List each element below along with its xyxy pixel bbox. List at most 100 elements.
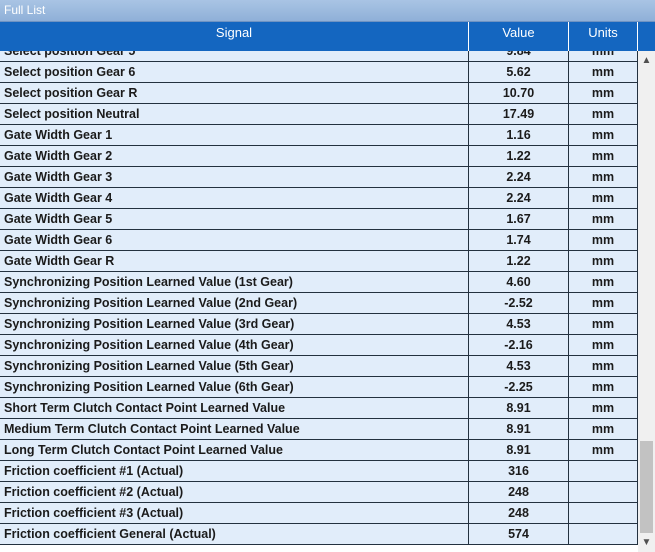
- value-cell: 1.67: [469, 209, 569, 229]
- units-cell: mm: [569, 251, 638, 271]
- units-cell: [569, 524, 638, 544]
- value-cell: 1.16: [469, 125, 569, 145]
- value-cell: 248: [469, 482, 569, 502]
- units-cell: mm: [569, 335, 638, 355]
- table-row[interactable]: Gate Width Gear 6 1.74 mm: [0, 230, 638, 251]
- table-header: Signal Value Units: [0, 22, 655, 51]
- value-cell: 10.70: [469, 83, 569, 103]
- chevron-up-icon[interactable]: ▲: [641, 55, 652, 66]
- signal-cell: Select position Neutral: [0, 104, 469, 124]
- scrollbar-thumb[interactable]: [640, 441, 653, 533]
- table-row[interactable]: Friction coefficient #2 (Actual) 248: [0, 482, 638, 503]
- value-cell: -2.25: [469, 377, 569, 397]
- value-cell: 2.24: [469, 188, 569, 208]
- units-cell: mm: [569, 377, 638, 397]
- table-row[interactable]: Select position Neutral 17.49 mm: [0, 104, 638, 125]
- table-row[interactable]: Gate Width Gear 5 1.67 mm: [0, 209, 638, 230]
- units-cell: mm: [569, 419, 638, 439]
- signal-cell: Select position Gear R: [0, 83, 469, 103]
- units-cell: mm: [569, 356, 638, 376]
- signal-cell: Synchronizing Position Learned Value (6t…: [0, 377, 469, 397]
- table-row[interactable]: Gate Width Gear R 1.22 mm: [0, 251, 638, 272]
- signal-cell: Friction coefficient #1 (Actual): [0, 461, 469, 481]
- table-row[interactable]: Synchronizing Position Learned Value (3r…: [0, 314, 638, 335]
- value-cell: 4.53: [469, 314, 569, 334]
- table-row[interactable]: Long Term Clutch Contact Point Learned V…: [0, 440, 638, 461]
- units-cell: [569, 482, 638, 502]
- table-row[interactable]: Select position Gear R 10.70 mm: [0, 83, 638, 104]
- table-row[interactable]: Short Term Clutch Contact Point Learned …: [0, 398, 638, 419]
- signal-cell: Synchronizing Position Learned Value (2n…: [0, 293, 469, 313]
- signal-cell: Synchronizing Position Learned Value (3r…: [0, 314, 469, 334]
- units-cell: mm: [569, 314, 638, 334]
- value-cell: -2.52: [469, 293, 569, 313]
- value-cell: 5.62: [469, 62, 569, 82]
- column-header-value[interactable]: Value: [469, 22, 569, 51]
- units-cell: mm: [569, 83, 638, 103]
- table-row[interactable]: Medium Term Clutch Contact Point Learned…: [0, 419, 638, 440]
- table-row[interactable]: Select position Gear 6 5.62 mm: [0, 62, 638, 83]
- signal-cell: Friction coefficient #3 (Actual): [0, 503, 469, 523]
- table-row[interactable]: Gate Width Gear 1 1.16 mm: [0, 125, 638, 146]
- value-cell: 574: [469, 524, 569, 544]
- units-cell: mm: [569, 146, 638, 166]
- value-cell: 8.91: [469, 419, 569, 439]
- table-row[interactable]: Synchronizing Position Learned Value (6t…: [0, 377, 638, 398]
- units-cell: mm: [569, 230, 638, 250]
- table-row[interactable]: Synchronizing Position Learned Value (2n…: [0, 293, 638, 314]
- value-cell: 8.91: [469, 440, 569, 460]
- units-cell: mm: [569, 104, 638, 124]
- signal-cell: Synchronizing Position Learned Value (4t…: [0, 335, 469, 355]
- units-cell: mm: [569, 188, 638, 208]
- signal-cell: Gate Width Gear 1: [0, 125, 469, 145]
- units-cell: [569, 461, 638, 481]
- units-cell: [569, 503, 638, 523]
- table-row[interactable]: Select position Gear 5 9.84 mm: [0, 51, 638, 62]
- signal-cell: Friction coefficient General (Actual): [0, 524, 469, 544]
- units-cell: mm: [569, 293, 638, 313]
- table-row[interactable]: Friction coefficient #1 (Actual) 316: [0, 461, 638, 482]
- units-cell: mm: [569, 62, 638, 82]
- units-cell: mm: [569, 209, 638, 229]
- chevron-down-icon[interactable]: ▼: [641, 537, 652, 548]
- value-cell: 8.91: [469, 398, 569, 418]
- signal-cell: Short Term Clutch Contact Point Learned …: [0, 398, 469, 418]
- signal-cell: Gate Width Gear 5: [0, 209, 469, 229]
- signal-table: Select position Gear 5 9.84 mm Select posit…: [0, 51, 638, 552]
- signal-cell: Long Term Clutch Contact Point Learned V…: [0, 440, 469, 460]
- value-cell: 1.74: [469, 230, 569, 250]
- signal-cell: Gate Width Gear 2: [0, 146, 469, 166]
- value-cell: 4.53: [469, 356, 569, 376]
- table-row[interactable]: Friction coefficient #3 (Actual) 248: [0, 503, 638, 524]
- value-cell: 248: [469, 503, 569, 523]
- signal-cell: Select position Gear 5: [0, 51, 469, 61]
- table-row[interactable]: Gate Width Gear 3 2.24 mm: [0, 167, 638, 188]
- signal-cell: Friction coefficient #2 (Actual): [0, 482, 469, 502]
- signal-cell: Gate Width Gear 3: [0, 167, 469, 187]
- table-row[interactable]: Friction coefficient General (Actual) 574: [0, 524, 638, 545]
- value-cell: 1.22: [469, 146, 569, 166]
- column-header-units[interactable]: Units: [569, 22, 638, 51]
- value-cell: 9.84: [469, 51, 569, 61]
- panel-title-bar: Full List: [0, 0, 655, 22]
- value-cell: -2.16: [469, 335, 569, 355]
- column-header-signal[interactable]: Signal: [0, 22, 469, 51]
- table-row[interactable]: Synchronizing Position Learned Value (5t…: [0, 356, 638, 377]
- table-row[interactable]: Gate Width Gear 4 2.24 mm: [0, 188, 638, 209]
- signal-cell: Select position Gear 6: [0, 62, 469, 82]
- units-cell: mm: [569, 440, 638, 460]
- vertical-scrollbar[interactable]: ▲ ▼: [638, 51, 655, 552]
- table-row[interactable]: Gate Width Gear 2 1.22 mm: [0, 146, 638, 167]
- signal-cell: Medium Term Clutch Contact Point Learned…: [0, 419, 469, 439]
- units-cell: mm: [569, 272, 638, 292]
- signal-cell: Synchronizing Position Learned Value (5t…: [0, 356, 469, 376]
- table-row[interactable]: Synchronizing Position Learned Value (1s…: [0, 272, 638, 293]
- signal-cell: Gate Width Gear 4: [0, 188, 469, 208]
- signal-cell: Synchronizing Position Learned Value (1s…: [0, 272, 469, 292]
- units-cell: mm: [569, 51, 638, 61]
- value-cell: 4.60: [469, 272, 569, 292]
- units-cell: mm: [569, 125, 638, 145]
- value-cell: 1.22: [469, 251, 569, 271]
- signal-cell: Gate Width Gear 6: [0, 230, 469, 250]
- table-row[interactable]: Synchronizing Position Learned Value (4t…: [0, 335, 638, 356]
